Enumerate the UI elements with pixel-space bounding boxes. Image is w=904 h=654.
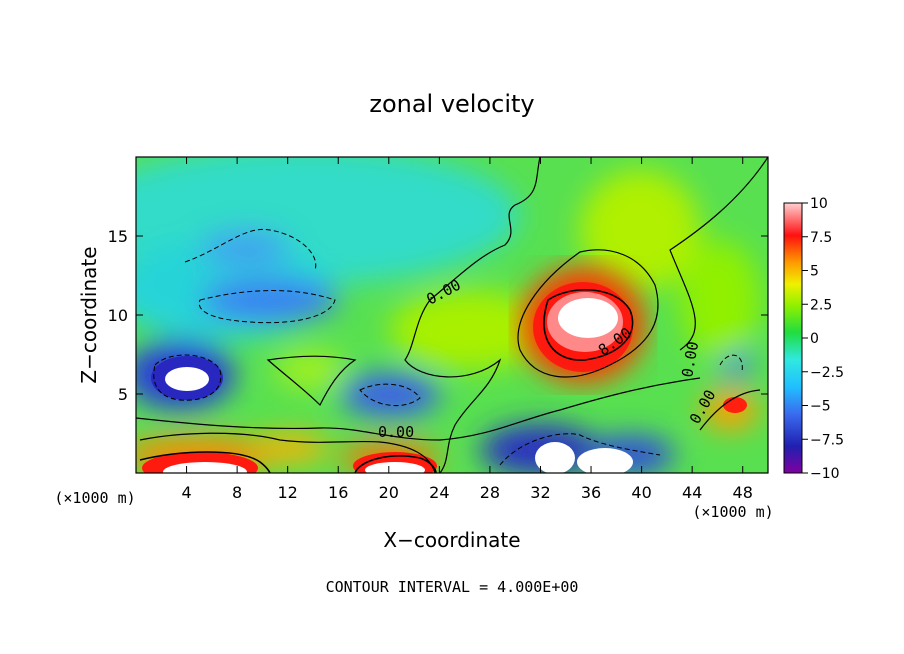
colorbar-tick-label: −2.5 bbox=[810, 365, 844, 381]
contour-label: 0.00 bbox=[378, 423, 414, 441]
y-tick-label: 5 bbox=[118, 385, 128, 404]
y-tick-label: 15 bbox=[108, 227, 128, 246]
x-axis: 4 8 12 16 20 24 28 32 36 40 44 48 bbox=[181, 157, 753, 502]
y-axis-label: Z−coordinate bbox=[77, 246, 101, 383]
colorbar-tick-label: 0 bbox=[810, 331, 819, 347]
colorbar-tick-label: 2.5 bbox=[810, 297, 832, 313]
x-tick-label: 16 bbox=[328, 483, 348, 502]
colorbar-tick-label: 7.5 bbox=[810, 230, 832, 246]
x-tick-label: 44 bbox=[682, 483, 702, 502]
x-tick-label: 20 bbox=[379, 483, 399, 502]
x-tick-label: 40 bbox=[631, 483, 651, 502]
x-tick-label: 24 bbox=[429, 483, 449, 502]
y-axis: 5 10 15 bbox=[108, 227, 768, 404]
velocity-field bbox=[136, 157, 768, 473]
colorbar bbox=[783, 202, 803, 474]
colorbar-tick-label: 10 bbox=[810, 196, 828, 212]
colorbar-ticks: 10 7.5 5 2.5 0 −2.5 −5 −7.5 −10 bbox=[802, 196, 844, 482]
x-tick-label: 4 bbox=[181, 483, 191, 502]
x-tick-label: 8 bbox=[232, 483, 242, 502]
colorbar-tick-label: −7.5 bbox=[810, 432, 844, 448]
z-unit-label: (×1000 m) bbox=[54, 489, 135, 507]
colorbar-tick-label: −10 bbox=[810, 466, 840, 482]
chart-title: zonal velocity bbox=[369, 90, 534, 118]
contour-label: 0.00 bbox=[678, 340, 702, 379]
negative-contours bbox=[153, 228, 743, 466]
x-tick-label: 32 bbox=[530, 483, 550, 502]
colorbar-tick-label: −5 bbox=[810, 399, 831, 415]
x-tick-label: 12 bbox=[278, 483, 298, 502]
x-tick-label: 48 bbox=[733, 483, 753, 502]
x-tick-label: 28 bbox=[480, 483, 500, 502]
contour-interval-note: CONTOUR INTERVAL = 4.000E+00 bbox=[326, 578, 579, 596]
x-unit-label: (×1000 m) bbox=[692, 503, 773, 521]
colorbar-tick-label: 5 bbox=[810, 264, 819, 280]
x-axis-label: X−coordinate bbox=[383, 528, 520, 552]
contour-lines bbox=[136, 157, 768, 473]
x-tick-label: 36 bbox=[581, 483, 601, 502]
y-tick-label: 10 bbox=[108, 306, 128, 325]
